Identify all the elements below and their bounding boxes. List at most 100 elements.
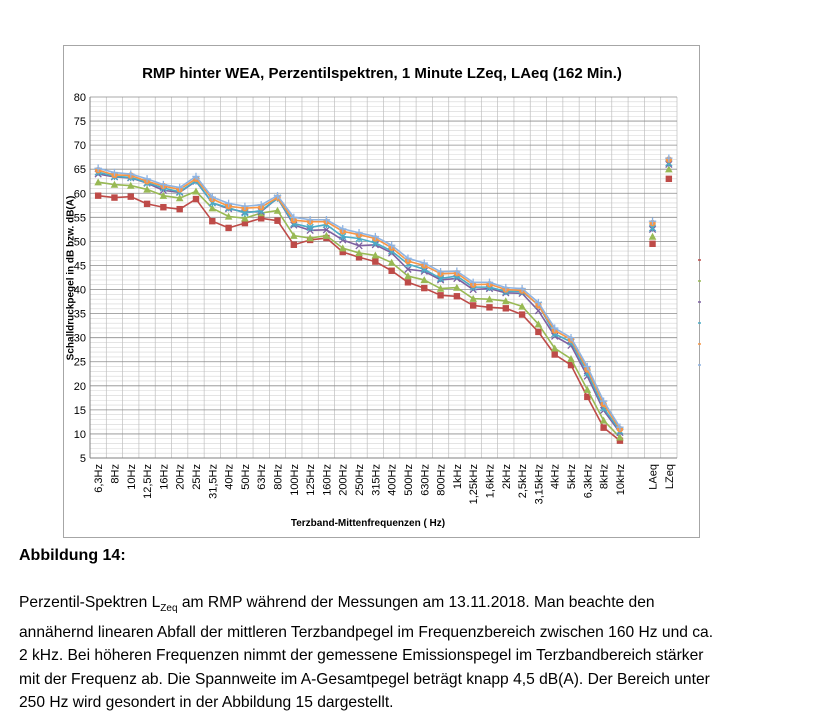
data-point xyxy=(551,351,558,358)
x-tick-label: 25Hz xyxy=(191,464,203,490)
data-point xyxy=(404,279,412,286)
y-tick-label: 80 xyxy=(74,92,86,104)
data-point xyxy=(224,212,233,220)
chart: 5 10 15 20 25 30 35 40 45 50 55 60 65 70 75 80 6,3Hz 8Hz 1… xyxy=(66,65,701,529)
data-point xyxy=(290,213,298,222)
data-point xyxy=(110,168,119,177)
data-point xyxy=(404,272,412,280)
data-point xyxy=(485,278,494,287)
y-tick-label: 55 xyxy=(74,212,86,224)
x-tick-label: 200Hz xyxy=(338,464,350,496)
x-tick-label: 31,5Hz xyxy=(207,464,219,499)
caption-line-1: Perzentil-Spektren LZeq am RMP während d… xyxy=(19,591,804,621)
y-tick-label: 5 xyxy=(80,453,86,465)
x-tick-label: 1kHz xyxy=(452,464,464,489)
data-point xyxy=(355,242,363,250)
data-point xyxy=(485,295,494,303)
data-point xyxy=(143,200,151,208)
data-point xyxy=(192,195,200,203)
data-point xyxy=(567,333,575,342)
data-point xyxy=(469,302,477,309)
caption-line-5: 250 Hz wird gesondert in der Abbildung 1… xyxy=(19,694,394,712)
data-point xyxy=(159,180,168,189)
x-tick-label: 5kHz xyxy=(566,464,578,489)
data-point xyxy=(273,191,282,200)
data-point xyxy=(469,294,477,302)
data-point xyxy=(241,214,249,222)
data-point xyxy=(518,302,526,310)
data-point xyxy=(224,199,233,208)
x-tick-label: 50Hz xyxy=(240,464,252,490)
data-point xyxy=(94,192,102,199)
data-point xyxy=(160,204,167,211)
x-tick-label: 40Hz xyxy=(224,464,236,490)
data-point xyxy=(355,254,363,261)
y-tick-label: 20 xyxy=(74,381,86,393)
data-point xyxy=(616,437,624,444)
data-point xyxy=(111,194,118,201)
x-tick-label: 3,15kHz xyxy=(533,464,545,504)
caption-line-4: mit der Frequenz ab. Die Spannweite im A… xyxy=(19,670,710,688)
y-tick-label: 15 xyxy=(74,405,86,417)
data-point xyxy=(94,178,102,186)
x-tick-label: 6,3Hz xyxy=(93,464,105,493)
y-tick-label: 45 xyxy=(74,260,86,272)
x-tick-label: LAeq xyxy=(648,464,660,490)
data-point xyxy=(599,397,608,405)
x-tick-label: 6,3kHz xyxy=(582,464,594,498)
data-point xyxy=(258,215,265,222)
caption-line-1-start: Perzentil-Spektren L xyxy=(19,594,161,611)
data-point xyxy=(143,175,151,183)
caption-line-3: 2 kHz. Bei höheren Frequenzen nimmt der … xyxy=(19,647,704,665)
data-point xyxy=(420,276,429,284)
data-point xyxy=(486,304,493,311)
x-tick-label: 160Hz xyxy=(321,464,333,496)
x-tick-label: 20Hz xyxy=(175,464,187,490)
data-point xyxy=(241,202,249,210)
data-point xyxy=(404,254,412,262)
data-point xyxy=(453,267,461,275)
data-point xyxy=(322,231,331,239)
data-point xyxy=(355,229,363,237)
caption-line-1-end: am RMP während der Messungen am 13.11.20… xyxy=(177,594,655,611)
data-point xyxy=(241,219,249,227)
data-point xyxy=(437,292,444,299)
data-point xyxy=(501,297,510,305)
data-point xyxy=(208,204,217,212)
y-tick-label: 50 xyxy=(74,236,86,248)
data-point xyxy=(175,183,184,192)
data-point xyxy=(453,293,461,300)
x-tick-label: 80Hz xyxy=(273,464,285,490)
data-point xyxy=(583,362,592,371)
x-tick-label: 500Hz xyxy=(403,464,415,496)
data-point xyxy=(616,423,624,431)
x-tick-label: LZeq xyxy=(664,464,676,489)
data-point xyxy=(290,241,298,248)
data-point xyxy=(192,172,200,181)
data-point xyxy=(387,258,396,266)
data-point xyxy=(371,232,380,241)
data-point xyxy=(322,226,331,234)
data-point xyxy=(502,283,510,292)
data-point xyxy=(306,223,314,232)
data-point xyxy=(208,193,216,201)
data-point xyxy=(110,180,119,188)
data-point xyxy=(94,164,102,172)
chart-title: RMP hinter WEA, Perzentilspektren, 1 Min… xyxy=(142,65,622,82)
data-point xyxy=(567,355,575,363)
caption-line-2: annähernd linearen Abfall der mittleren … xyxy=(19,623,714,641)
data-point xyxy=(567,361,575,369)
data-point xyxy=(159,191,168,199)
data-point xyxy=(535,328,542,336)
data-point xyxy=(469,278,477,287)
data-point xyxy=(290,231,298,239)
x-tick-label: 10kHz xyxy=(615,464,627,495)
data-point xyxy=(616,433,624,441)
data-point xyxy=(518,284,526,293)
data-point xyxy=(665,165,673,173)
data-point xyxy=(127,170,135,178)
data-point xyxy=(649,240,656,248)
data-point xyxy=(387,241,396,249)
data-point xyxy=(550,344,559,352)
data-point xyxy=(225,224,232,232)
